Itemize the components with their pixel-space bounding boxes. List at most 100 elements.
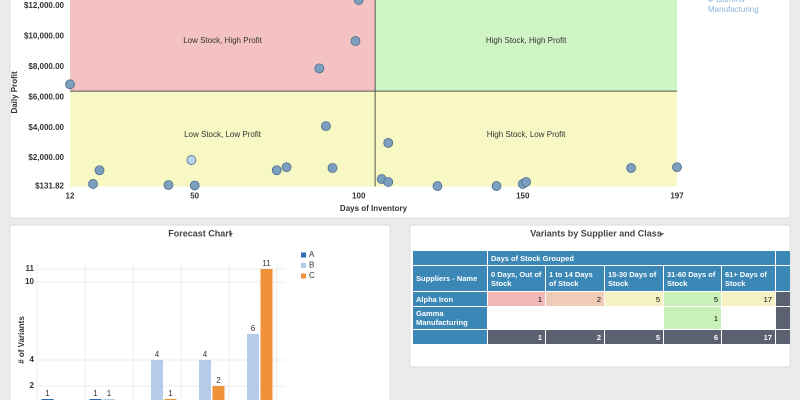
legend-label: C [309,271,315,280]
panel-title: Forecast Chart [168,228,232,238]
column-header: 0 Days, Out of Stock [487,265,546,292]
data-label: 2 [216,376,221,385]
panel-title: Variants by Supplier and Class [530,228,662,238]
bar [247,334,259,400]
bar [212,386,225,400]
legend-label: A [309,250,315,259]
y-tick-label: 11 [26,264,35,273]
bar [151,360,163,400]
point [491,181,502,191]
header-row: Suppliers - Name 0 Days, Out of Stock 1 to… [412,265,790,292]
point [432,181,443,191]
legend-marker [708,0,713,2]
point [186,155,197,165]
column-total: 5 [604,329,664,345]
point [88,179,98,189]
column-total: 17 [720,329,777,345]
group-header: Days of Stock Grouped [486,250,777,266]
y-tick-label: $8,000.00 [28,62,64,71]
y-tick-label: 2 [30,381,35,390]
cell [412,329,488,345]
y-tick-label: 10 [25,277,34,286]
y-axis-title: # of Variants [17,316,26,364]
quadrant [70,91,376,187]
cell: 17 [720,291,777,307]
dropdown-caret[interactable] [660,233,664,236]
table-row: Alpha Iron12551730 [412,291,790,307]
header-cell [412,250,488,266]
point [281,162,292,173]
row-total: 30 [775,291,790,307]
row-total: 1 [775,306,790,330]
legend-label: Gamma Manufacturing [708,0,759,14]
cell: 1 [663,306,722,330]
data-label: 1 [107,389,112,398]
cell [604,306,664,330]
point [271,165,282,176]
header-row: Days of Stock Grouped [412,250,790,266]
legend-marker [301,263,306,268]
y-tick-label: $6,000.00 [28,92,64,101]
y-tick-label: $10,000.00 [24,32,65,41]
data-label: 4 [203,350,208,359]
x-axis-title: Days of Inventory [340,204,408,213]
cell: 1 [487,291,546,307]
x-tick-label: 50 [190,192,199,201]
quadrant-label: High Stock, High Profit [486,36,567,45]
legend-marker [301,273,306,279]
column-header: 61+ Days of Stock [720,265,777,292]
point [383,137,394,148]
dropdown-caret[interactable] [229,233,233,236]
point [327,163,338,173]
y-axis-title: Daily Profit [10,71,19,114]
point [672,162,682,173]
cell: 5 [604,291,664,307]
row-label: Alpha Iron [412,291,488,307]
column-header: 31-60 Days of Stock [663,265,722,292]
header-cell [775,265,790,292]
cell: 2 [545,291,605,307]
x-tick-label: 100 [352,192,366,201]
quadrant [70,0,376,92]
point [163,180,174,190]
column-header: 15-30 Days of Stock [604,265,664,292]
point [321,121,331,132]
legend: Gamma Manufacturing [708,0,770,15]
bar [260,269,273,400]
point [94,165,105,176]
point [314,63,325,74]
row-header: Suppliers - Name [412,265,488,292]
column-total: 6 [663,329,722,345]
data-label: 4 [155,350,160,359]
point [189,180,200,191]
data-label: 6 [251,324,256,333]
quadrant-label: Low Stock, Low Profit [184,130,262,139]
data-label: 1 [45,389,50,398]
x-tick-label: 197 [670,192,684,201]
point [65,79,75,90]
cell [720,306,777,330]
quadrant-label: Low Stock, High Profit [183,36,262,45]
quadrant-label: High Stock, Low Profit [487,130,566,139]
bar [199,360,211,400]
row-label: Gamma Manufacturing [412,306,488,330]
column-total: 1 [487,329,546,345]
legend-label: B [309,261,314,270]
quadrant [375,91,677,187]
pivot-table: Days of Stock Grouped Suppliers - Name 0 D… [412,250,790,345]
column-header: 1 to 14 Days of Stock [545,265,605,292]
cell: 5 [663,291,722,307]
table: Days of Stock Grouped Suppliers - Name 0 D… [412,250,790,351]
point [350,36,361,46]
totals-row: 12561731 [412,329,790,345]
point [383,177,394,187]
x-tick-label: 150 [516,192,530,201]
y-tick-label: $2,000.00 [28,153,64,162]
table-row: Gamma Manufacturing 1 1 [412,306,790,330]
y-tick-label: 4 [30,355,35,364]
grand-total: 31 [775,329,790,345]
data-label: 1 [93,389,98,398]
cell [487,306,546,330]
